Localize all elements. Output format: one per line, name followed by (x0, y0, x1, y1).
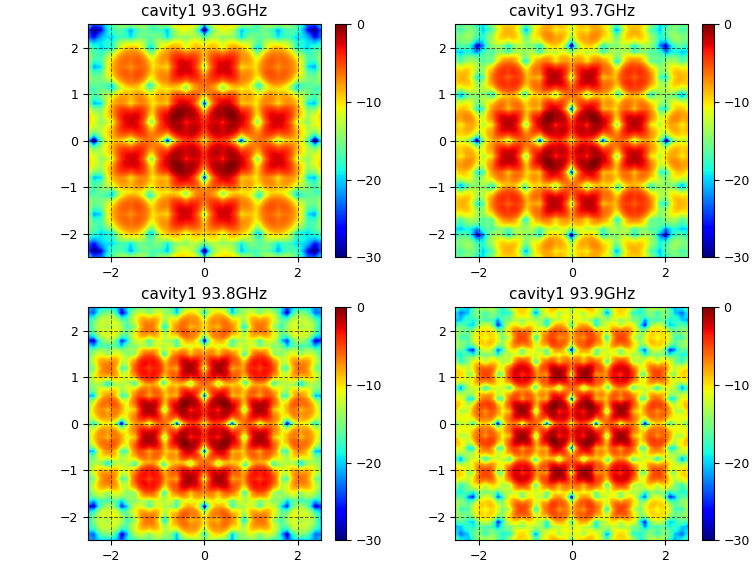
Title: cavity1 93.9GHz: cavity1 93.9GHz (509, 287, 635, 302)
Title: cavity1 93.8GHz: cavity1 93.8GHz (141, 287, 268, 302)
Title: cavity1 93.6GHz: cavity1 93.6GHz (141, 4, 268, 19)
Title: cavity1 93.7GHz: cavity1 93.7GHz (509, 4, 635, 19)
